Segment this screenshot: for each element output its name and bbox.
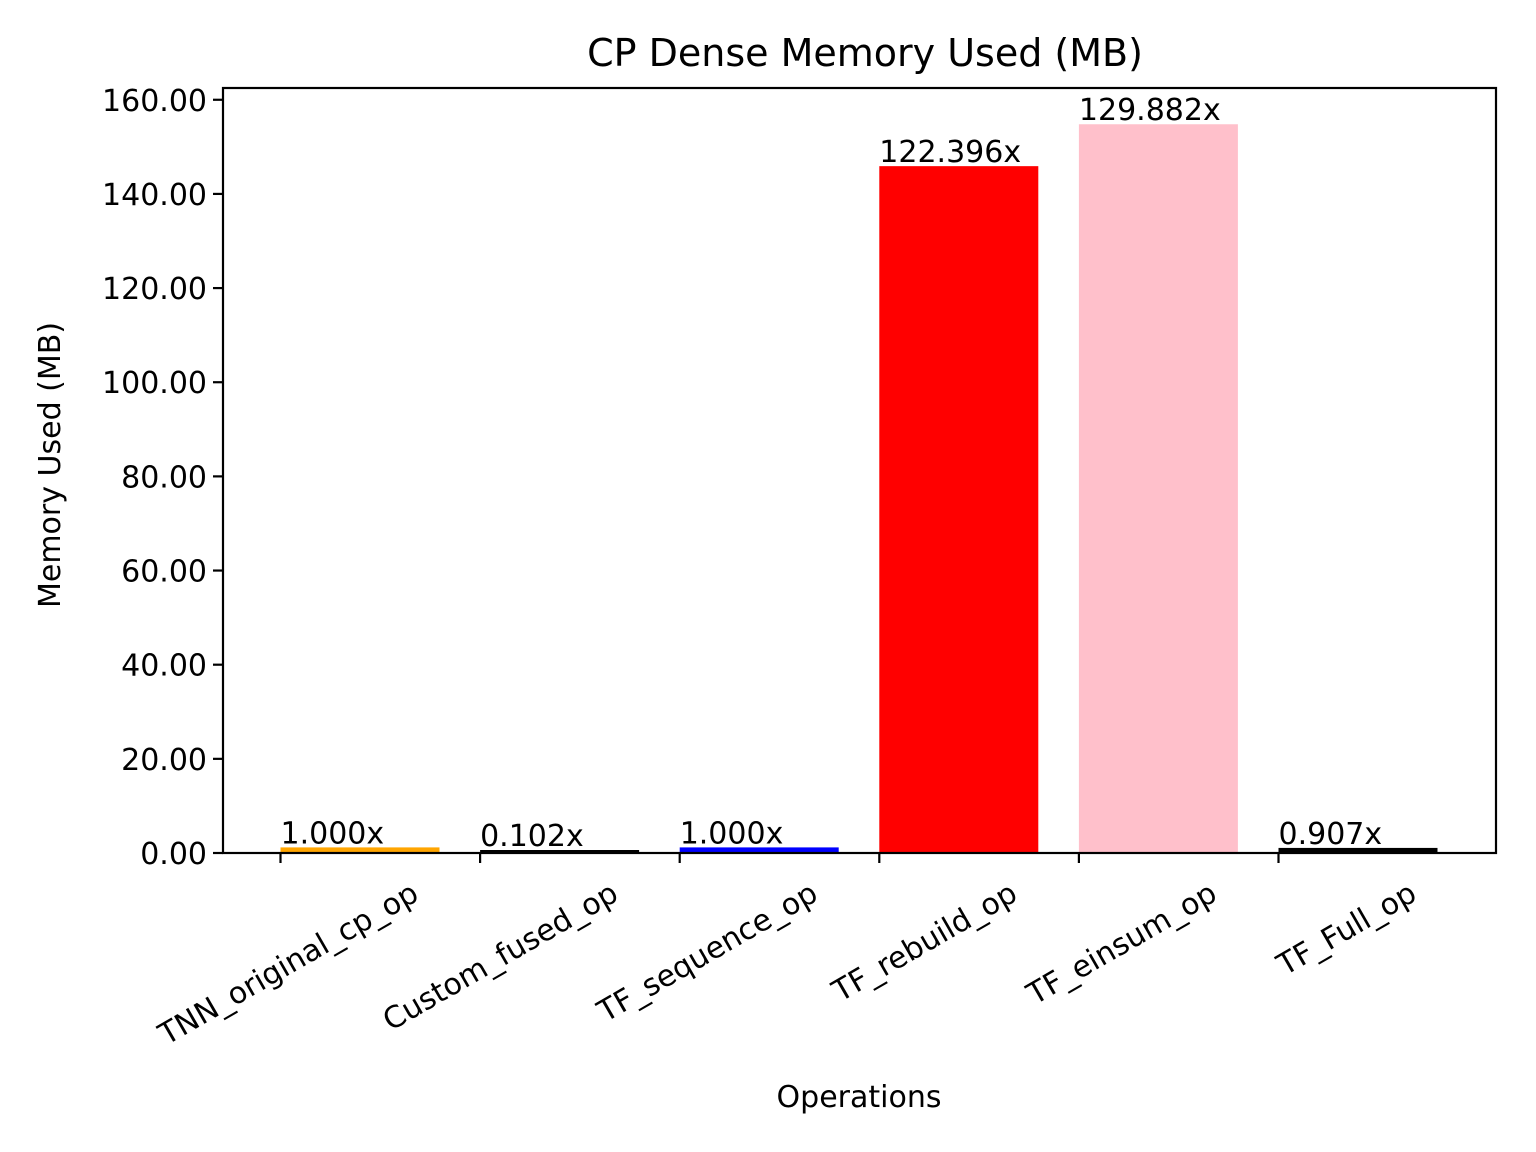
x-axis-label: Operations [777, 1080, 942, 1115]
bar-value-label: 0.102x [480, 819, 584, 854]
y-tick-label: 140.00 [102, 178, 207, 213]
bar-TF_Full_op [1278, 847, 1438, 853]
bar-TF_rebuild_op [879, 166, 1039, 853]
x-tick-label: TF_sequence_op [591, 876, 824, 1031]
bar-Custom_fused_op [480, 850, 640, 853]
bar-TNN_original_cp_op [280, 847, 440, 853]
y-tick-label: 0.00 [140, 837, 207, 872]
bar-TF_einsum_op [1078, 124, 1238, 854]
x-axis: TNN_original_cp_opCustom_fused_opTF_sequ… [152, 853, 1423, 1053]
y-axis: 0.00 20.00 40.00 60.00 80.00 100.00 120.00 140.… [102, 84, 223, 872]
y-tick-label: 120.00 [102, 272, 207, 307]
bar-value-label: 122.396x [879, 135, 1021, 170]
x-tick-label: TNN_original_cp_op [152, 876, 424, 1053]
bars-group [280, 124, 1438, 854]
x-tick-label: TF_rebuild_op [826, 876, 1024, 1010]
x-tick-label: TF_einsum_op [1020, 876, 1223, 1013]
bar-value-label: 1.000x [680, 816, 784, 851]
y-axis-label: Memory Used (MB) [33, 322, 68, 608]
bar-value-label: 0.907x [1279, 817, 1383, 852]
y-tick-label: 20.00 [121, 743, 207, 778]
bar-labels-group: 1.000x 0.102x 1.000x 122.396x 129.882x 0.907x [281, 93, 1383, 854]
x-tick-label: TF_Full_op [1271, 876, 1423, 984]
y-tick-label: 40.00 [121, 649, 207, 684]
plot-frame [221, 86, 1498, 855]
bar-value-label: 1.000x [281, 816, 385, 851]
y-tick-label: 100.00 [102, 366, 207, 401]
y-tick-label: 60.00 [121, 555, 207, 590]
y-tick-label: 80.00 [121, 460, 207, 495]
chart-title: CP Dense Memory Used (MB) [587, 31, 1143, 75]
bar-TF_sequence_op [679, 847, 839, 853]
bar-value-label: 129.882x [1079, 93, 1221, 128]
y-tick-label: 160.00 [102, 84, 207, 119]
